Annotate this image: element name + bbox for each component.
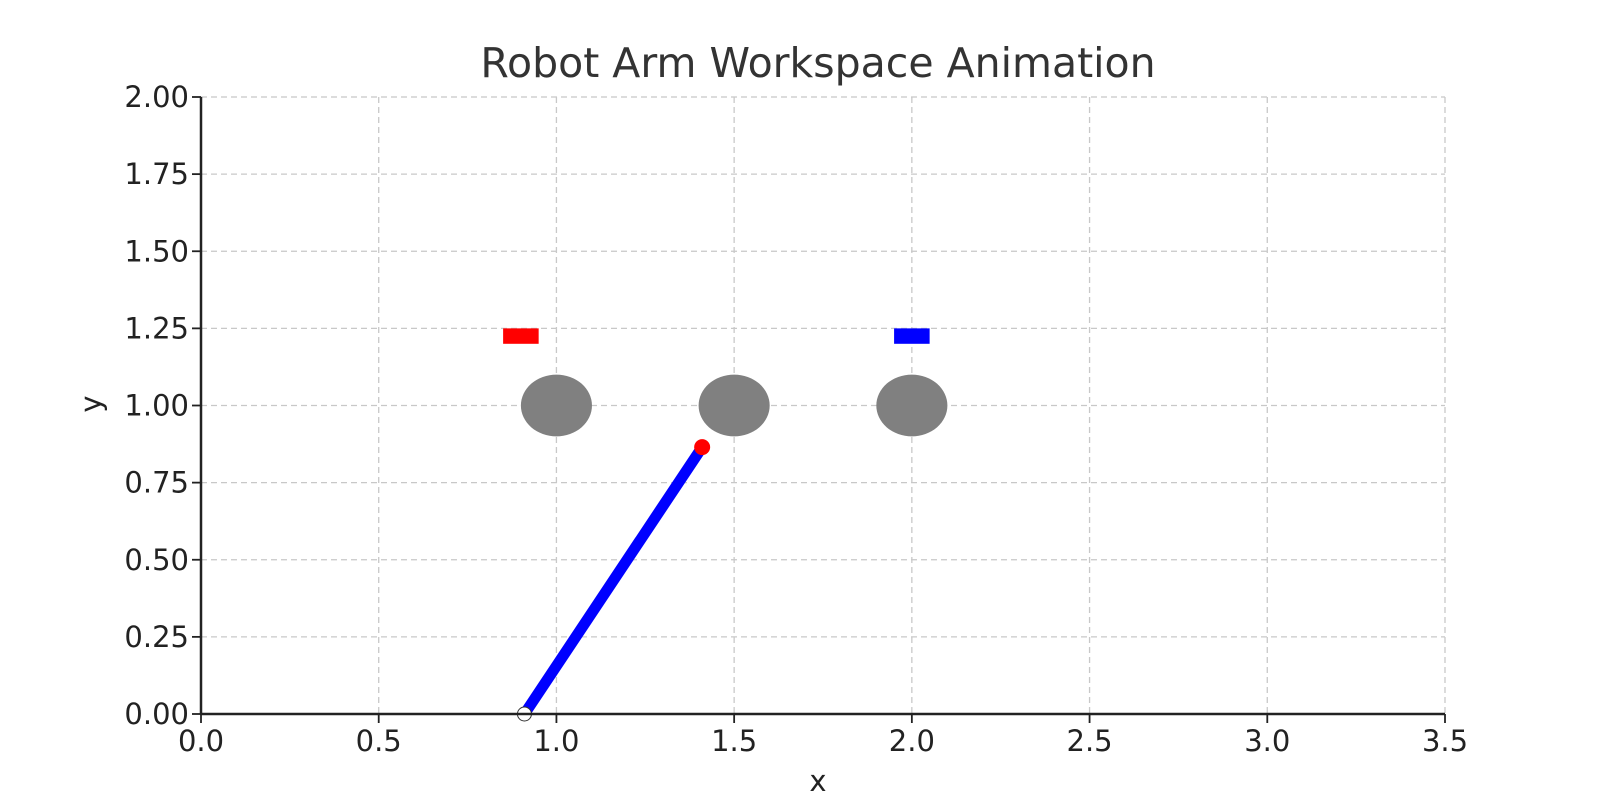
x-tick-label: 3.0: [1244, 724, 1290, 758]
y-tick-label: 0.25: [124, 620, 189, 654]
y-axis-label: y: [74, 395, 108, 412]
x-tick-label: 2.5: [1067, 724, 1113, 758]
chart-title: Robot Arm Workspace Animation: [480, 39, 1155, 87]
x-tick-label: 1.0: [533, 724, 579, 758]
y-tick-label: 1.00: [124, 389, 189, 423]
y-tick-label: 1.50: [124, 234, 189, 268]
y-tick-label: 0.50: [124, 543, 189, 577]
obstacles: [520, 374, 948, 437]
obstacle-circle: [876, 374, 948, 437]
x-axis-label: x: [809, 764, 826, 798]
robot-arm: [516, 439, 711, 722]
arm-link: [518, 441, 708, 720]
x-tick-label: 2.0: [889, 724, 935, 758]
end-effector-point: [694, 439, 711, 456]
obstacle-circle: [520, 374, 592, 437]
y-tick-label: 1.75: [124, 157, 189, 191]
x-tick-label: 0.5: [356, 724, 402, 758]
x-ticks: 0.0 0.5 1.0 1.5 2.0 2.5 3.0 3.5: [178, 714, 1468, 758]
target-block: [894, 328, 930, 344]
y-tick-label: 0.75: [124, 466, 189, 500]
targets: [503, 328, 930, 344]
x-tick-label: 1.5: [711, 724, 757, 758]
x-tick-label: 3.5: [1422, 724, 1468, 758]
target-block: [503, 328, 539, 344]
x-tick-label: 0.0: [178, 724, 224, 758]
obstacle-circle: [698, 374, 770, 437]
y-tick-label: 0.00: [124, 697, 189, 731]
y-ticks: 0.00 0.25 0.50 0.75 1.00 1.25 1.50 1.75 2.00: [124, 80, 201, 731]
y-tick-label: 1.25: [124, 311, 189, 345]
y-tick-label: 2.00: [124, 80, 189, 114]
grid: [201, 96, 1446, 714]
